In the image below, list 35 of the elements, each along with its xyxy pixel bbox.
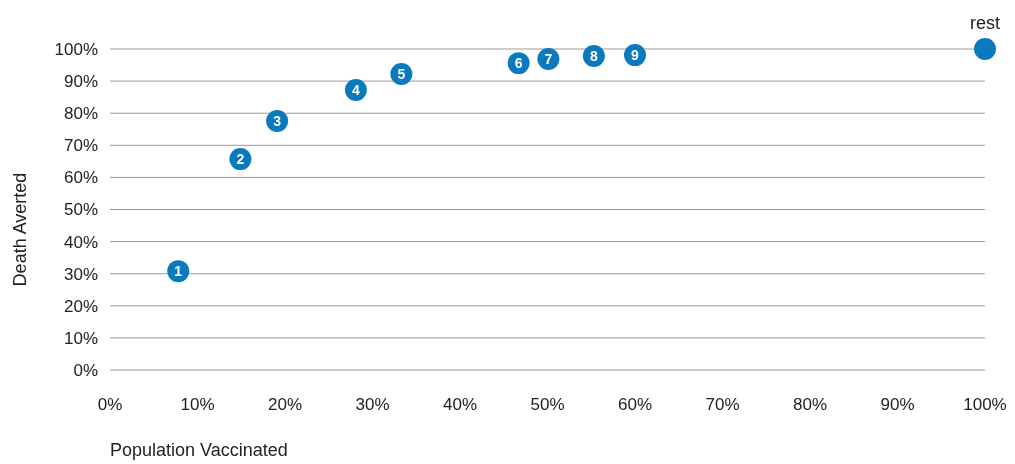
y-tick-label: 10%: [63, 328, 98, 348]
y-tick-label: 0%: [73, 360, 98, 380]
y-tick-label: 40%: [63, 232, 98, 252]
annotation: 3: [273, 112, 282, 129]
y-tick-label: 90%: [63, 72, 98, 92]
x-axis-title: Population Vaccinated: [110, 440, 288, 460]
annotation: 5: [397, 66, 406, 83]
annotation: 6: [514, 55, 523, 72]
x-tick-label: 60%: [617, 395, 653, 414]
x-tick-label: 20%: [267, 395, 303, 414]
point: [974, 38, 996, 60]
annotation: 9: [631, 47, 640, 64]
annotation: 8: [589, 48, 598, 65]
annotation: 1: [174, 263, 183, 280]
annotation: 7: [544, 50, 553, 67]
y-tick-label: 100%: [54, 39, 98, 59]
y-tick-label: 20%: [63, 296, 98, 316]
y-tick-label: 30%: [63, 264, 98, 284]
x-tick-label: 70%: [705, 395, 740, 414]
x-tick-label: 50%: [530, 395, 565, 414]
annotation: 4: [351, 82, 360, 99]
x-tick-label: 10%: [180, 395, 215, 414]
x-tick-label: 90%: [880, 395, 915, 414]
y-tick-label: 70%: [63, 136, 98, 156]
x-tick-label: 40%: [442, 395, 478, 414]
y-tick-label: 80%: [63, 104, 98, 124]
y-tick-label: 50%: [63, 200, 98, 220]
annotation: 2: [236, 151, 245, 168]
annotation: rest: [969, 13, 1001, 33]
x-tick-label: 30%: [355, 395, 390, 414]
y-axis-title: Death Averted: [10, 172, 30, 287]
x-tick-label: 100%: [963, 395, 1007, 414]
x-tick-label: 0%: [97, 395, 123, 414]
x-tick-label: 80%: [792, 395, 828, 414]
y-tick-label: 60%: [63, 168, 98, 188]
